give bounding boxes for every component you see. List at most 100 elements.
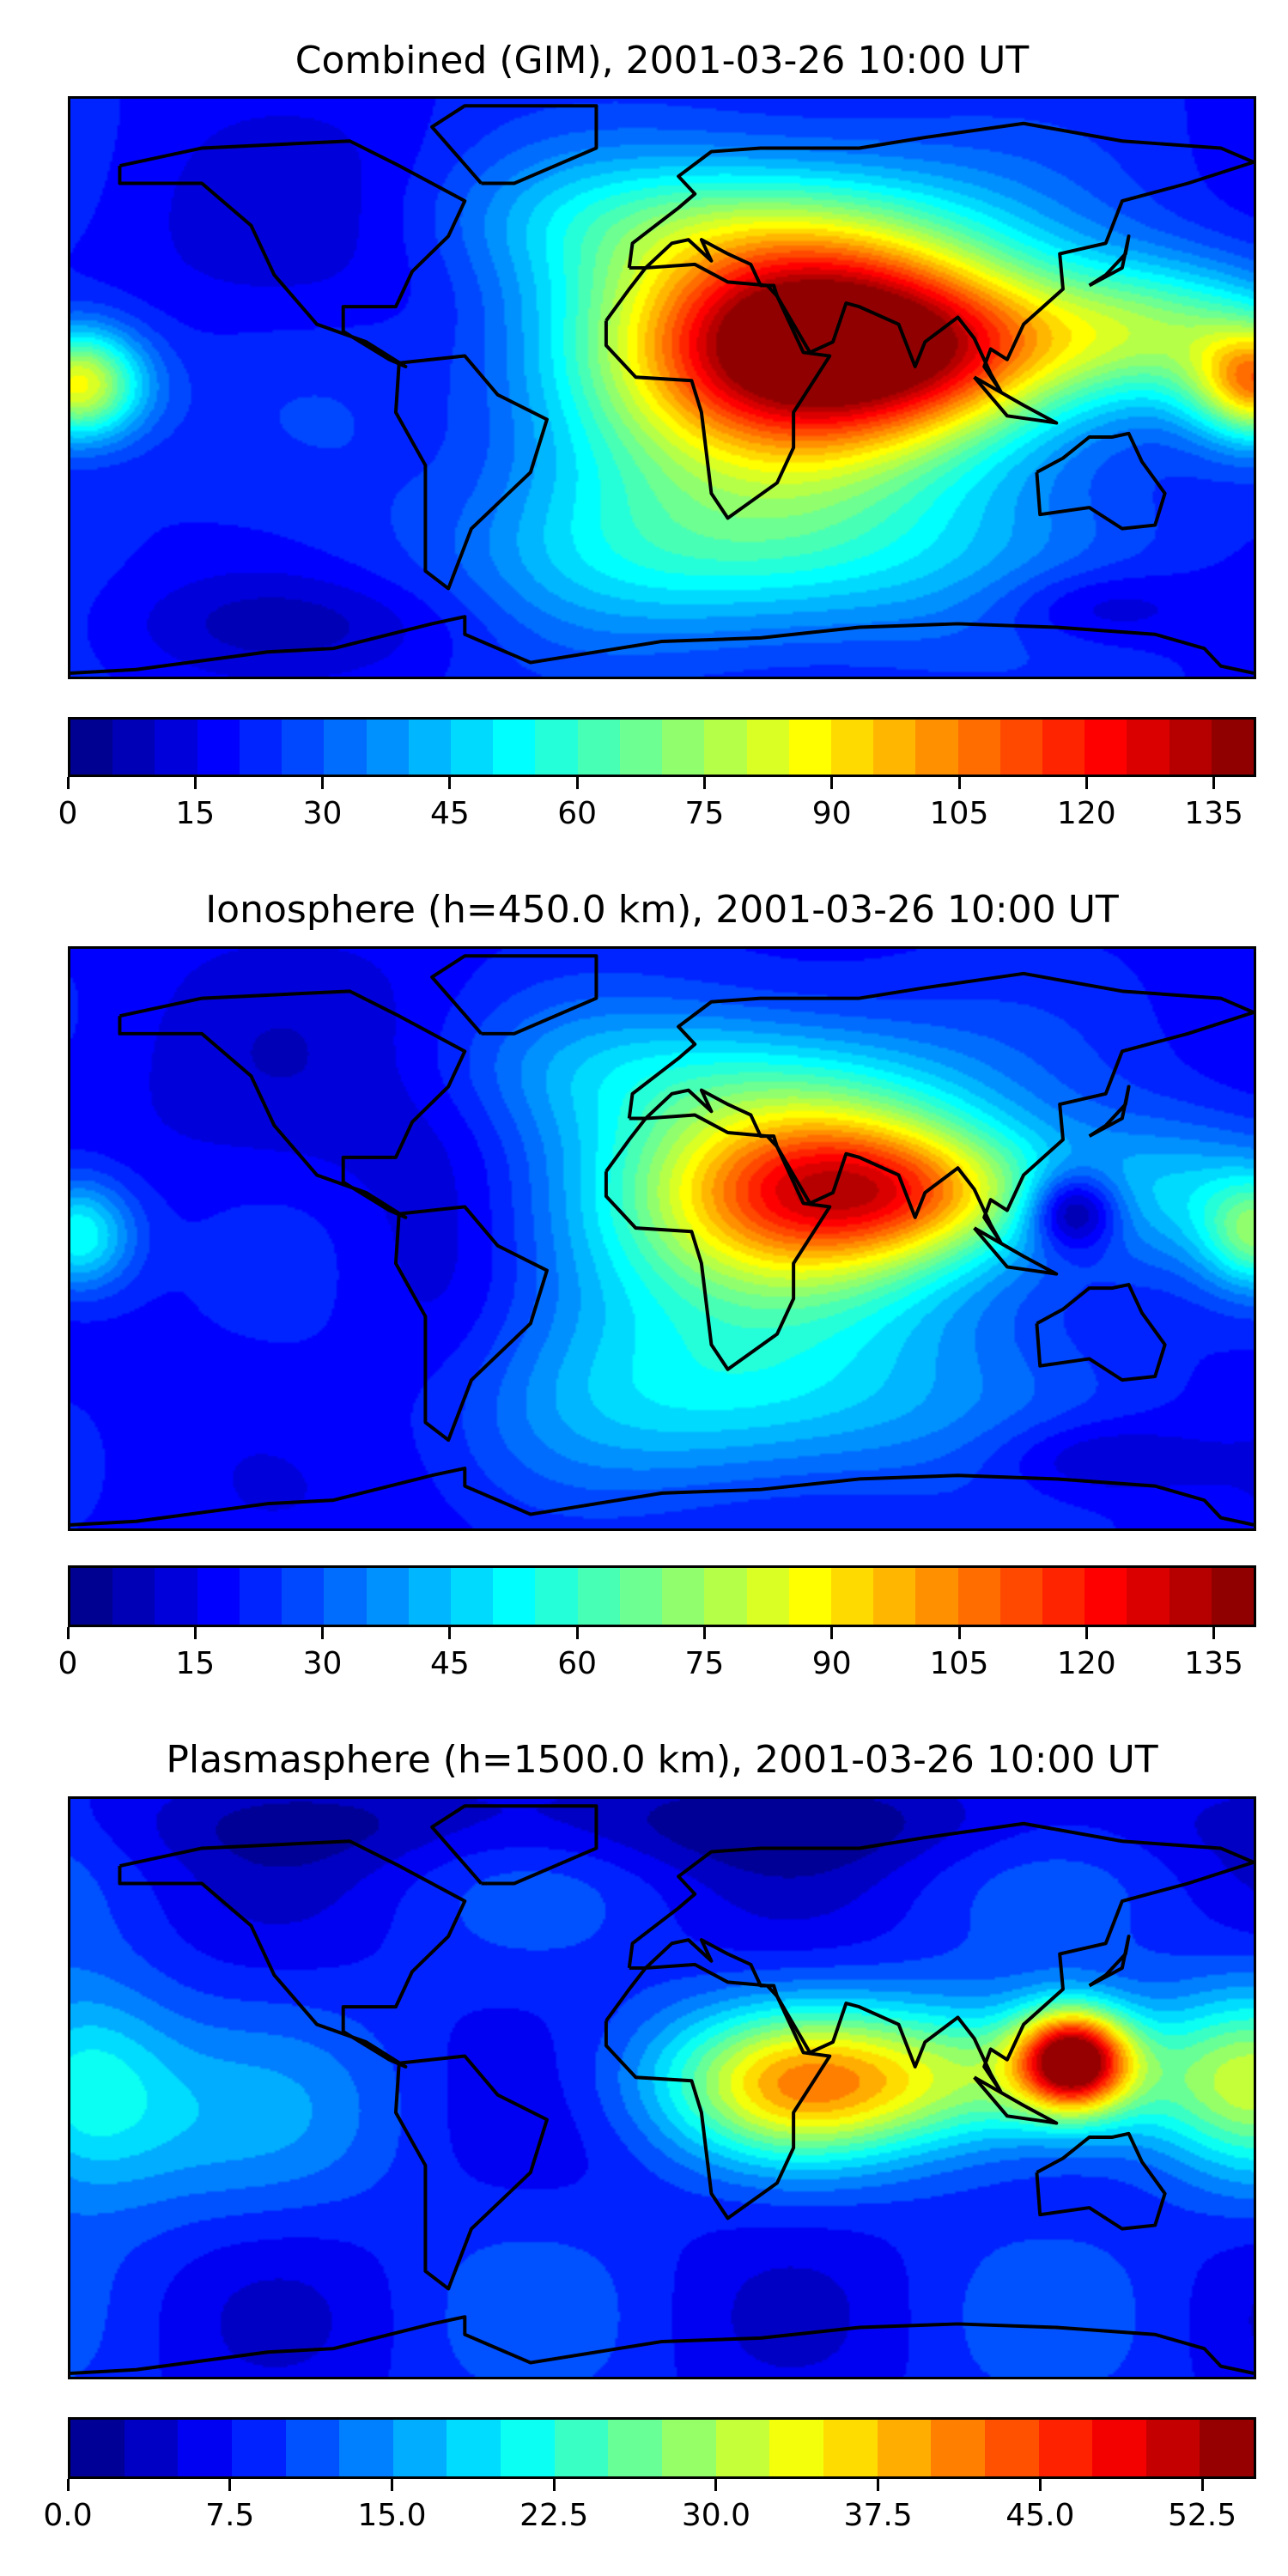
colorbar-segment <box>155 1568 197 1625</box>
tick-label: 0 <box>58 796 78 831</box>
colorbar-segment <box>282 1568 325 1625</box>
coastline <box>1035 431 1167 531</box>
colorbar-ticks-ionosphere: 0 15 30 45 60 75 90 105 120 135 <box>58 1627 1256 1687</box>
colorbar-segment <box>830 1568 874 1625</box>
colorbar-segment <box>915 720 958 775</box>
colorbar-segment <box>285 2420 340 2476</box>
coastline <box>1088 234 1131 288</box>
colorbar-segment <box>999 720 1043 775</box>
coastline <box>1035 1283 1167 1382</box>
coastline <box>627 121 1254 393</box>
coastline <box>627 971 1254 1244</box>
map-ionosphere <box>68 946 1256 1531</box>
colorbar-segment <box>1211 720 1255 775</box>
colorbar-segment <box>957 720 1000 775</box>
colorbar-segment <box>1200 2420 1255 2476</box>
colorbar-segment <box>1038 2420 1093 2476</box>
colorbar-segment <box>931 2420 985 2476</box>
colorbar-segment <box>957 1568 1000 1625</box>
coastline <box>393 354 549 591</box>
colorbar-segment <box>112 720 155 775</box>
coastline <box>118 989 467 1219</box>
colorbar-segment <box>178 2420 232 2476</box>
coastline <box>1088 1935 1131 1988</box>
tick-label: 105 <box>929 1646 989 1681</box>
colorbar-segment <box>124 2420 179 2476</box>
colorbar-segment <box>662 720 705 775</box>
coastline <box>604 1113 832 1371</box>
chart-title: Combined (GIM), 2001-03-26 10:00 UT <box>295 39 1030 82</box>
colorbar-segment <box>823 2420 878 2476</box>
colorbar-segment <box>619 1568 663 1625</box>
colorbar-segment <box>830 720 874 775</box>
tick-label: 75 <box>684 796 725 831</box>
tick-label: 45 <box>429 1646 470 1681</box>
tick-label: 15 <box>175 1646 216 1681</box>
tick-label: 135 <box>1184 796 1243 831</box>
coastline <box>118 1839 467 2069</box>
tick-label: 90 <box>811 1646 852 1681</box>
colorbar-segment <box>324 720 367 775</box>
tick-label: 22.5 <box>519 2498 589 2533</box>
colorbar-segment <box>1127 720 1170 775</box>
coastline <box>604 262 832 520</box>
colorbar-segment <box>366 720 409 775</box>
colorbar-segment <box>1042 720 1085 775</box>
colorbar-segment <box>1127 1568 1170 1625</box>
colorbar-segment <box>112 1568 155 1625</box>
colorbar-segment <box>769 2420 823 2476</box>
colorbar-segment <box>239 1568 283 1625</box>
tick-label: 45.0 <box>1005 2498 1075 2533</box>
colorbar-segment <box>535 1568 578 1625</box>
colorbar-segment <box>408 720 451 775</box>
colorbar-segment <box>619 720 663 775</box>
coastline <box>604 1962 832 2221</box>
colorbar-segment <box>535 720 578 775</box>
colorbar-segment <box>999 1568 1043 1625</box>
tick-label: 15.0 <box>357 2498 427 2533</box>
coastline <box>1035 2131 1167 2231</box>
tick-label: 120 <box>1056 1646 1116 1681</box>
colorbar-segment <box>1084 1568 1127 1625</box>
colorbar-segment <box>1145 2420 1200 2476</box>
coastline <box>70 1467 1254 1527</box>
coastline <box>70 615 1254 675</box>
coastline <box>430 954 598 1036</box>
tick-label: 7.5 <box>205 2498 255 2533</box>
coastline <box>973 375 1059 425</box>
colorbar-segment <box>873 1568 916 1625</box>
tick-label: 60 <box>557 796 598 831</box>
colorbar-segment <box>1092 2420 1146 2476</box>
colorbar-combined <box>68 717 1256 777</box>
colorbar-segment <box>70 720 113 775</box>
colorbar-segment <box>704 720 747 775</box>
tick-label: 37.5 <box>843 2498 913 2533</box>
colorbar-segment <box>984 2420 1039 2476</box>
colorbar-segment <box>366 1568 409 1625</box>
colorbar-segment <box>1169 1568 1212 1625</box>
tick-label: 90 <box>811 796 852 831</box>
colorbar-segment <box>282 720 325 775</box>
tick-label: 15 <box>175 796 216 831</box>
tick-label: 60 <box>557 1646 598 1681</box>
tick-label: 52.5 <box>1168 2498 1237 2533</box>
colorbar-segment <box>662 1568 705 1625</box>
colorbar-ionosphere <box>68 1565 1256 1627</box>
colorbar-segment <box>1169 720 1212 775</box>
colorbar-ticks-combined: 0 15 30 45 60 75 90 105 120 135 <box>58 777 1256 837</box>
colorbar-segment <box>577 720 620 775</box>
tick-label: 120 <box>1056 796 1116 831</box>
colorbar-segment <box>70 2420 125 2476</box>
colorbar-segment <box>450 1568 494 1625</box>
tick-label: 30 <box>302 1646 343 1681</box>
coastline <box>430 104 598 185</box>
colorbar-segment <box>704 1568 747 1625</box>
chart-title: Plasmasphere (h=1500.0 km), 2001-03-26 1… <box>166 1738 1158 1782</box>
colorbar-segment <box>788 720 831 775</box>
coastline <box>973 2075 1059 2125</box>
colorbar-segment <box>197 720 240 775</box>
tick-label: 30 <box>302 796 343 831</box>
coastline <box>393 1205 549 1443</box>
colorbar-segment <box>450 720 494 775</box>
colorbar-segment <box>493 720 536 775</box>
